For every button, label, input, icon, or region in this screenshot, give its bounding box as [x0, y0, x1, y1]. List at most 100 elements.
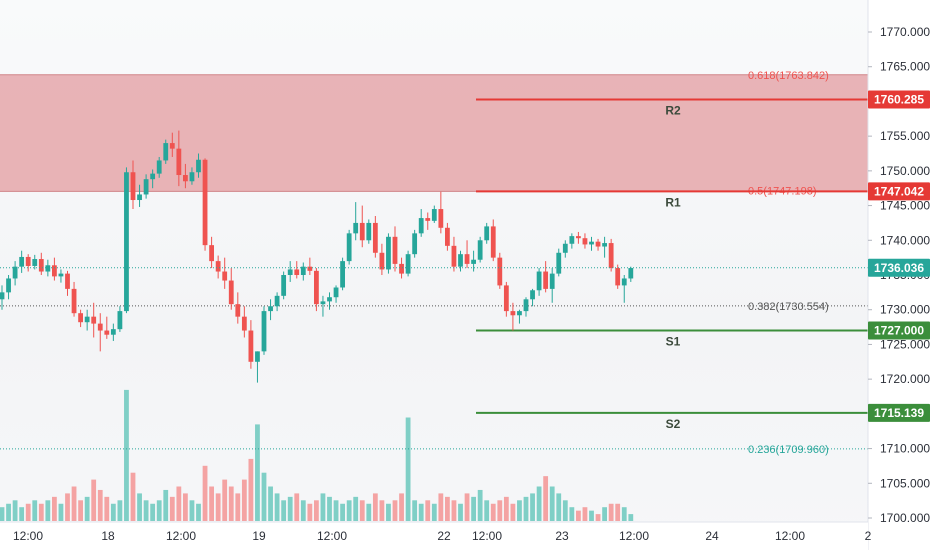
volume-bar — [143, 500, 149, 521]
candle — [602, 236, 607, 258]
level-label: S1 — [666, 335, 681, 349]
candle — [628, 266, 634, 282]
candle — [615, 264, 621, 289]
volume-bar — [202, 465, 208, 521]
level-badge-text: 1715.139 — [874, 406, 924, 420]
volume-bar — [130, 472, 136, 521]
volume-bar — [562, 500, 568, 521]
volume-bar — [58, 503, 64, 521]
volume-bar — [287, 496, 293, 521]
candle-body — [124, 172, 129, 312]
candle-body — [6, 278, 11, 293]
candle — [65, 270, 70, 296]
candle-body — [261, 311, 267, 352]
candle — [183, 163, 188, 189]
volume-bar — [405, 417, 411, 521]
y-tick-label: 1720.000 — [880, 372, 930, 386]
volume-bar — [451, 500, 457, 521]
volume-bar — [150, 503, 156, 521]
volume-bar — [549, 486, 555, 521]
candle-body — [405, 254, 411, 274]
candle — [445, 222, 450, 251]
x-axis-background — [0, 522, 868, 550]
level-badge-bg — [868, 403, 930, 422]
level-badge-text: 1727.000 — [874, 324, 924, 338]
candle-body — [78, 313, 83, 323]
volume-bar — [536, 486, 542, 521]
resistance-zone — [0, 74, 868, 192]
candle — [294, 261, 300, 279]
volume-bar — [543, 476, 549, 521]
x-tick-label: 12:00 — [166, 529, 196, 543]
candle — [268, 299, 273, 321]
volume-bar — [615, 503, 621, 521]
candle-body — [595, 241, 601, 247]
candle — [346, 229, 352, 265]
candle-body — [530, 290, 535, 300]
candle — [32, 254, 38, 270]
candle — [359, 205, 365, 248]
candle — [38, 252, 44, 275]
candle — [84, 309, 90, 331]
volume-bar — [84, 496, 90, 521]
volume-bar — [241, 479, 247, 521]
volume-bar — [497, 500, 503, 521]
candle-body — [84, 316, 90, 323]
candle-body — [615, 268, 621, 286]
x-tick-label: 22 — [437, 529, 451, 543]
candle — [215, 255, 221, 279]
volume-bar — [576, 510, 581, 521]
x-tick-label: 12:00 — [317, 529, 347, 543]
volume-bar — [569, 507, 575, 521]
x-tick-label: 12:00 — [775, 529, 805, 543]
volume-bar — [52, 496, 57, 521]
volume-bar — [517, 500, 522, 521]
candle — [431, 205, 437, 223]
y-tick-label: 1765.000 — [880, 60, 930, 74]
volume-bar — [25, 503, 31, 521]
volume-bar — [163, 489, 169, 521]
volume-layer — [0, 389, 634, 521]
candle-body — [307, 266, 313, 271]
last-price-badge-bg — [868, 258, 930, 277]
candle-body — [425, 218, 431, 221]
candle — [137, 184, 142, 207]
fib-label: 0.382(1730.554) — [748, 301, 829, 313]
x-axis[interactable]: 12:00 18 12:00 19 12:00 22 12:00 23 12:00 24 12:00… — [0, 521, 872, 550]
candle — [327, 292, 332, 310]
volume-bar — [176, 486, 182, 521]
volume-bar — [71, 486, 77, 521]
candle-body — [471, 259, 476, 264]
volume-bar — [333, 500, 339, 521]
candle-body — [582, 238, 588, 245]
candle — [58, 269, 64, 283]
candles-layer[interactable] — [0, 130, 634, 383]
candle-body — [431, 209, 437, 221]
candle — [523, 297, 529, 317]
candle-body — [523, 299, 529, 312]
candle — [464, 240, 470, 269]
candle-body — [484, 226, 490, 241]
candle — [399, 257, 404, 279]
candle — [209, 236, 214, 269]
candle — [425, 212, 431, 230]
candle-body — [438, 209, 444, 228]
volume-bar — [228, 486, 234, 521]
candle-body — [274, 295, 280, 307]
candle — [549, 268, 555, 303]
candle — [228, 268, 234, 310]
candle — [477, 236, 483, 263]
candle — [562, 240, 568, 258]
level-badge: 1727.000 — [868, 321, 930, 340]
candle-body — [399, 263, 404, 274]
candle — [543, 261, 549, 293]
candle — [78, 309, 83, 328]
volume-bar — [477, 489, 483, 521]
level-badge: 1760.285 — [868, 90, 930, 109]
candle-body — [543, 271, 549, 289]
candle-body — [183, 175, 188, 182]
candle — [163, 139, 169, 164]
volume-bar — [621, 507, 627, 521]
y-tick-label: 1745.000 — [880, 199, 930, 213]
